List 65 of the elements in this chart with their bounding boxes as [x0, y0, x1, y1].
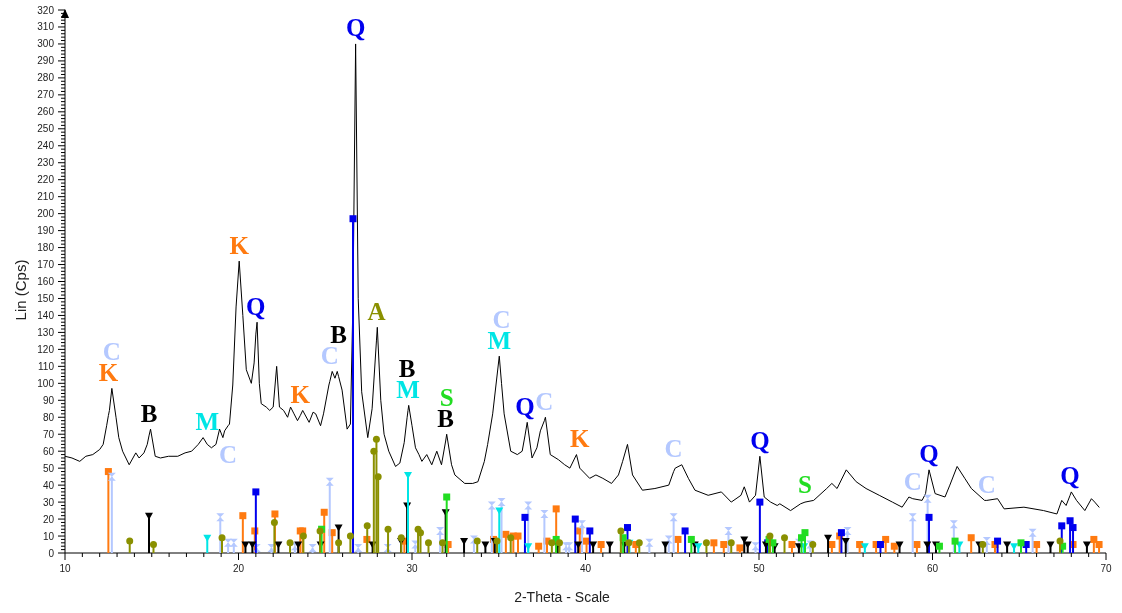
y-tick-label: 110 [38, 360, 55, 372]
y-axis-title: Lin (Cps) [11, 259, 29, 321]
x-tick-label: 70 [1100, 563, 1112, 574]
annotation: M [195, 408, 220, 436]
annotation: C [102, 337, 121, 365]
y-tick-label: 230 [37, 157, 55, 169]
x-axis-title: 2-Theta - Scale [514, 589, 611, 605]
y-tick-label: 30 [42, 496, 55, 508]
annotation: C [492, 305, 511, 333]
annotation: Q [345, 14, 366, 42]
annotation: B [140, 399, 158, 427]
annotation: K [229, 231, 250, 259]
annotation: Q [750, 426, 770, 454]
y-tick-label: 280 [37, 72, 55, 84]
y-tick-label: 150 [37, 292, 55, 304]
y-tick-label: 240 [37, 140, 55, 152]
y-tick-label: 120 [37, 343, 55, 355]
annotation: C [535, 387, 554, 415]
annotation: C [903, 467, 922, 495]
annotation: S [439, 383, 454, 411]
annotation: S [798, 470, 812, 498]
y-tick-label: 40 [42, 479, 55, 491]
annotation: Q [919, 440, 939, 468]
annotation: B [330, 320, 347, 348]
y-tick-label: 60 [42, 445, 55, 457]
y-tick-label: 70 [42, 428, 55, 440]
y-tick-label: 290 [37, 55, 55, 67]
x-tick-label: 50 [753, 563, 765, 574]
y-tick-label: 210 [37, 191, 55, 203]
y-tick-label: 260 [37, 106, 55, 118]
y-tick-label: 200 [37, 208, 55, 220]
annotation: Q [1060, 462, 1080, 490]
y-tick-label: 190 [37, 225, 55, 237]
y-tick-label: 50 [42, 462, 55, 474]
y-tick-label: 250 [37, 123, 55, 135]
y-tick-label: 160 [37, 276, 55, 287]
y-tick-label: 300 [37, 38, 55, 50]
y-tick-label: 10 [42, 530, 55, 542]
y-tick-label: 90 [42, 394, 55, 406]
y-tick-label: 310 [37, 21, 55, 33]
annotation: Q [246, 292, 266, 320]
annotation: K [290, 380, 311, 408]
y-tick-label: 140 [37, 309, 55, 321]
annotation: A [367, 297, 386, 325]
annotation: Q [515, 392, 535, 420]
y-tick-label: 130 [37, 326, 55, 338]
y-tick-label: 100 [37, 377, 55, 389]
annotation: C [219, 441, 238, 469]
y-tick-label: 180 [37, 242, 55, 254]
y-tick-label: 320 [37, 4, 55, 16]
y-tick-label: 20 [42, 513, 55, 525]
y-tick-label: 0 [48, 547, 55, 559]
x-tick-label: 20 [232, 563, 245, 574]
y-tick-label: 270 [37, 89, 55, 101]
x-tick-label: 60 [926, 563, 939, 574]
x-tick-label: 30 [406, 563, 418, 574]
y-tick-label: 80 [42, 411, 55, 423]
annotation: C [977, 470, 996, 498]
x-tick-label: 40 [579, 563, 592, 574]
annotation: K [570, 425, 591, 453]
annotation: B [398, 354, 416, 382]
y-tick-label: 220 [37, 174, 55, 186]
x-tick-label: 10 [59, 563, 71, 574]
annotation: C [664, 435, 683, 463]
y-tick-label: 170 [37, 259, 55, 271]
